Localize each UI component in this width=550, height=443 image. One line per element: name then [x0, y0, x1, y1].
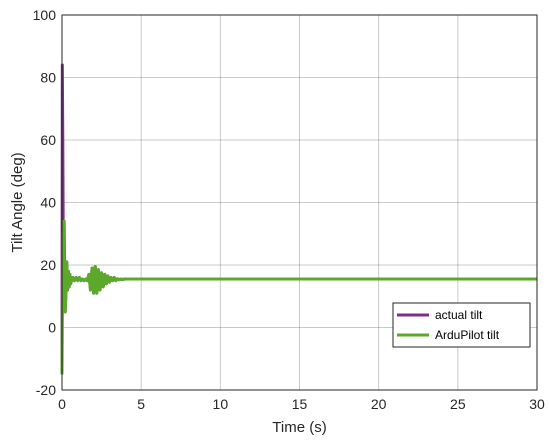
legend-label-ardupilot-tilt: ArduPilot tilt: [435, 328, 500, 342]
y-tick-label: -20: [36, 382, 56, 398]
y-tick-label: 0: [48, 320, 56, 336]
x-tick-label: 15: [292, 396, 308, 412]
x-tick-label: 30: [529, 396, 545, 412]
plot-border: [61, 14, 538, 391]
x-tick-label: 10: [213, 396, 229, 412]
x-tick-label: 25: [450, 396, 466, 412]
y-tick-label: 80: [40, 70, 56, 86]
y-tick-label: 20: [40, 257, 56, 273]
legend-box: [392, 302, 531, 348]
y-tick-label: 100: [33, 7, 57, 23]
legend: actual tilt ArduPilot tilt: [392, 302, 531, 348]
series-layer: [60, 63, 537, 375]
y-tick-label: 60: [40, 132, 56, 148]
series-line-ardupilot-tilt: [60, 219, 537, 375]
y-tick-label: 40: [40, 195, 56, 211]
x-axis-label: Time (s): [272, 419, 326, 436]
x-tick-label: 5: [137, 396, 145, 412]
legend-label-actual-tilt: actual tilt: [435, 308, 483, 322]
x-tick-label: 20: [371, 396, 387, 412]
y-axis-label: Tilt Angle (deg): [9, 152, 26, 252]
x-tick-label: 0: [58, 396, 66, 412]
